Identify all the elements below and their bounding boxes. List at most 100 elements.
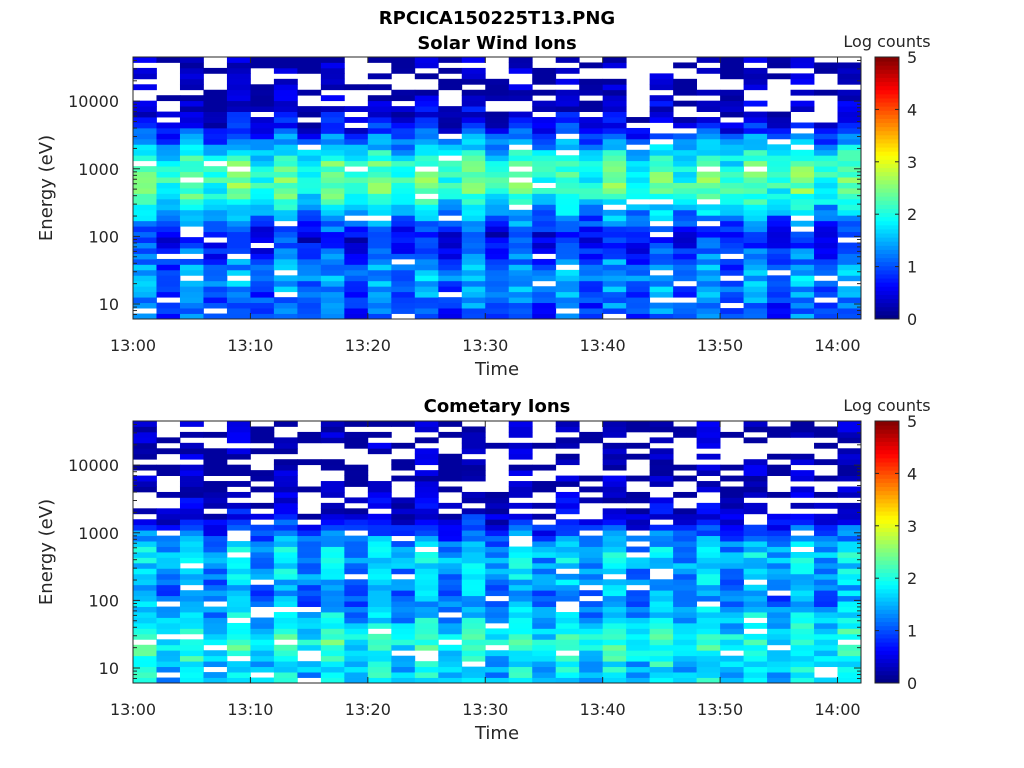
spectrogram-cell <box>767 677 791 684</box>
spectrogram-cell <box>579 622 604 629</box>
spectrogram-cell <box>532 286 557 293</box>
spectrogram-cell <box>226 291 251 298</box>
spectrogram-cell <box>555 562 580 569</box>
spectrogram-cell <box>133 421 157 427</box>
spectrogram-cell <box>179 535 204 542</box>
spectrogram-cell <box>743 562 768 569</box>
spectrogram-cell <box>555 421 580 427</box>
spectrogram-cell <box>203 448 228 455</box>
spectrogram-cell <box>391 677 416 684</box>
spectrogram-cell <box>320 677 345 684</box>
spectrogram-cell <box>133 568 157 575</box>
spectrogram-cell <box>673 182 698 189</box>
spectrogram-cell <box>226 672 251 678</box>
spectrogram-cell <box>414 557 439 564</box>
spectrogram-cell <box>579 62 604 69</box>
spectrogram-cell <box>391 497 416 504</box>
spectrogram-cell <box>508 453 533 460</box>
spectrogram-cell <box>743 481 768 487</box>
spectrogram-cell <box>696 622 721 629</box>
spectrogram-cell <box>649 546 674 553</box>
spectrogram-cell <box>649 78 674 85</box>
spectrogram-cell <box>297 286 322 293</box>
spectrogram-cell <box>696 308 721 314</box>
spectrogram-cell <box>344 198 369 205</box>
spectrogram-cell <box>133 193 157 200</box>
spectrogram-cell <box>767 622 791 629</box>
spectrogram-cell <box>250 617 275 624</box>
spectrogram-cell <box>673 622 698 629</box>
spectrogram-cell <box>532 650 557 657</box>
spectrogram-cell <box>367 209 392 216</box>
spectrogram-cell <box>461 269 486 276</box>
spectrogram-cell <box>743 242 768 249</box>
colorbar-swatch <box>875 642 899 647</box>
spectrogram-cell <box>297 524 322 531</box>
spectrogram-cell <box>508 530 533 537</box>
spectrogram-cell <box>461 242 486 249</box>
spectrogram-cell <box>156 226 181 233</box>
spectrogram-cell <box>156 204 181 211</box>
spectrogram-cell <box>179 144 204 151</box>
spectrogram-cell <box>273 437 298 444</box>
spectrogram-cell <box>602 182 627 189</box>
spectrogram-cell <box>156 584 181 591</box>
spectrogram-cell <box>203 127 228 134</box>
spectrogram-cell <box>461 584 486 591</box>
spectrogram-cell <box>837 568 862 575</box>
spectrogram-cell <box>226 57 251 63</box>
spectrogram-cell <box>743 253 768 260</box>
spectrogram-cell <box>133 280 157 287</box>
spectrogram-cell <box>532 160 557 167</box>
spectrogram-cell <box>555 275 580 282</box>
spectrogram-cell <box>696 552 721 558</box>
spectrogram-cell <box>320 519 345 526</box>
spectrogram-cell <box>203 122 228 129</box>
spectrogram-cell <box>320 557 345 564</box>
spectrogram-cell <box>320 220 345 227</box>
spectrogram-cell <box>579 177 604 183</box>
spectrogram-cell <box>297 291 322 298</box>
spectrogram-cell <box>579 655 604 662</box>
spectrogram-cell <box>414 291 439 298</box>
spectrogram-cell <box>250 106 275 112</box>
spectrogram-cell <box>461 617 486 624</box>
spectrogram-cell <box>461 519 486 526</box>
spectrogram-cell <box>767 291 791 298</box>
spectrogram-cell <box>438 84 463 91</box>
spectrogram-cell <box>837 182 862 189</box>
spectrogram-cell <box>179 497 204 504</box>
spectrogram-cell <box>391 421 416 427</box>
spectrogram-cell <box>790 650 815 657</box>
spectrogram-cell <box>485 286 510 293</box>
spectrogram-cell <box>391 595 416 602</box>
spectrogram-cell <box>743 297 768 304</box>
spectrogram-cell <box>203 502 228 509</box>
spectrogram-cell <box>461 470 486 476</box>
spectrogram-cell <box>250 308 275 314</box>
spectrogram-cell <box>320 253 345 260</box>
spectrogram-cell <box>696 486 721 493</box>
spectrogram-cell <box>485 144 510 151</box>
spectrogram-cell <box>250 513 275 520</box>
spectrogram-cell <box>250 475 275 482</box>
spectrogram-cell <box>250 198 275 205</box>
spectrogram-cell <box>837 302 862 309</box>
colorbar-swatch <box>875 110 899 115</box>
spectrogram-cell <box>250 237 275 243</box>
spectrogram-cell <box>743 177 768 183</box>
spectrogram-cell <box>273 253 298 260</box>
spectrogram-cell <box>485 138 510 145</box>
spectrogram-cell <box>696 426 721 433</box>
spectrogram-cell <box>626 237 651 243</box>
spectrogram-cell <box>555 155 580 162</box>
spectrogram-cell <box>673 100 698 107</box>
spectrogram-cell <box>179 308 204 314</box>
spectrogram-cell <box>579 297 604 304</box>
spectrogram-cell <box>555 171 580 178</box>
spectrogram-cell <box>743 182 768 189</box>
spectrogram-cell <box>320 177 345 183</box>
spectrogram-cell <box>250 628 275 635</box>
spectrogram-cell <box>814 144 838 151</box>
spectrogram-cell <box>273 242 298 249</box>
